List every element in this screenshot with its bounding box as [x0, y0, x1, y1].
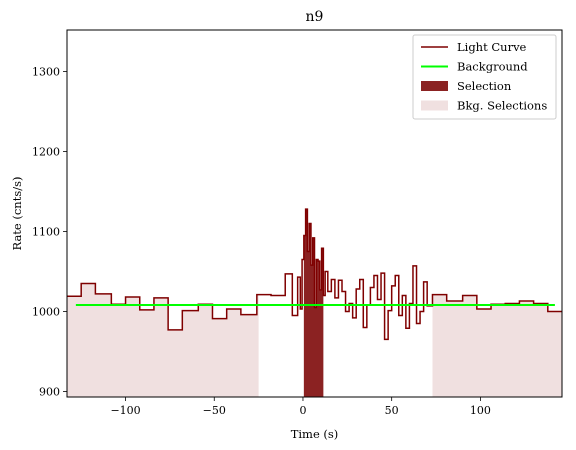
- y-axis-label: Rate (cnts/s): [10, 177, 24, 251]
- legend-label: Background: [457, 60, 528, 74]
- legend-label: Selection: [457, 79, 512, 93]
- plot-frame: [66, 29, 563, 398]
- y-axis: 900 1000 1100 1200 1300: [32, 66, 67, 398]
- bkg-selection-region: [432, 294, 562, 397]
- selection-region: [303, 209, 324, 397]
- light-curve-line: [67, 208, 562, 341]
- bkg-selection-layer: [67, 283, 562, 397]
- y-tick-label: 1000: [32, 305, 60, 318]
- x-tick-label: −100: [110, 404, 140, 417]
- y-tick-label: 1100: [32, 225, 60, 238]
- y-tick-label: 1200: [32, 146, 60, 159]
- y-tick-label: 900: [39, 385, 60, 398]
- chart-title: n9: [306, 9, 324, 25]
- x-tick-label: 0: [299, 404, 306, 417]
- x-tick-label: 50: [385, 404, 399, 417]
- selection-layer: [303, 209, 324, 397]
- x-tick-label: −50: [203, 404, 226, 417]
- legend: Light Curve Background Selection Bkg. Selec…: [412, 34, 557, 120]
- x-axis: −100 −50 0 50 100: [110, 397, 491, 417]
- bkg-selection-region: [67, 283, 259, 397]
- x-tick-label: 100: [470, 404, 491, 417]
- x-axis-label: Time (s): [291, 427, 339, 441]
- y-tick-label: 1300: [32, 66, 60, 79]
- legend-patch-swatch: [421, 81, 448, 91]
- series-layer: [67, 208, 562, 341]
- legend-box: [412, 34, 557, 120]
- legend-patch-swatch: [421, 100, 448, 111]
- legend-label: Light Curve: [457, 40, 527, 54]
- legend-label: Bkg. Selections: [457, 99, 547, 113]
